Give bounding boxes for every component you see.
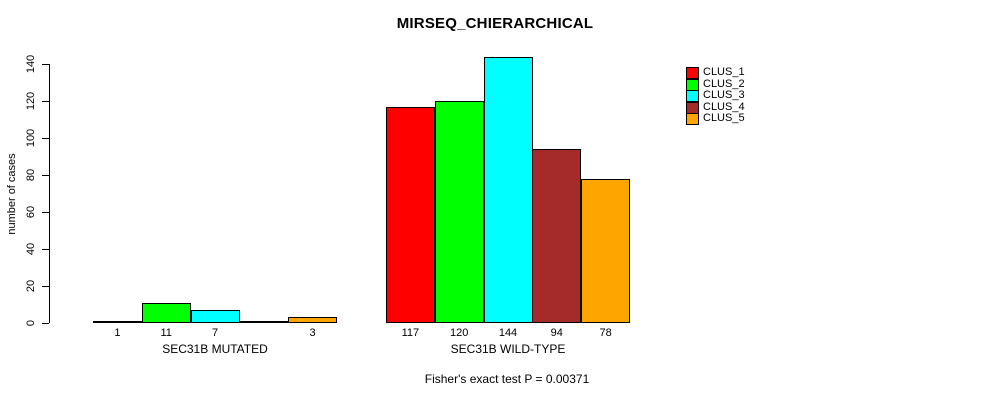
y-axis-tick — [42, 286, 49, 287]
legend-label-clus_5: CLUS_5 — [703, 112, 745, 125]
legend-label-clus_4: CLUS_4 — [703, 100, 745, 113]
y-axis-tick-label: 120 — [25, 91, 37, 111]
y-axis-tick-label: 80 — [25, 168, 37, 182]
bar-clus_1 — [93, 321, 142, 323]
bar-value-label: 11 — [160, 327, 172, 339]
legend-swatch-clus_1 — [686, 67, 699, 79]
bar-clus_4 — [239, 321, 288, 323]
legend-swatch-clus_4 — [686, 101, 699, 114]
bar-value-label: 117 — [401, 327, 420, 339]
y-axis-title: number of cases — [6, 152, 18, 235]
group-label: SEC31B WILD-TYPE — [450, 342, 566, 356]
bar-clus_4 — [532, 149, 581, 323]
legend-swatch-clus_2 — [686, 78, 699, 91]
bar-clus_2 — [435, 101, 484, 323]
bar-clus_5 — [581, 179, 630, 323]
y-axis-tick — [42, 64, 49, 65]
legend-label-clus_3: CLUS_3 — [703, 89, 745, 102]
group-label: SEC31B MUTATED — [162, 342, 268, 356]
bar-value-label: 120 — [450, 327, 469, 339]
bar-clus_2 — [142, 303, 191, 323]
bar-value-label: 7 — [211, 327, 219, 339]
bar-value-label: 1 — [114, 327, 121, 339]
legend-swatch-clus_3 — [686, 90, 699, 103]
bar-value-label: 94 — [550, 327, 563, 339]
y-axis-tick — [42, 175, 49, 176]
bar-clus_1 — [386, 107, 435, 323]
y-axis-tick-label: 100 — [25, 128, 37, 148]
chart-title: MIRSEQ_CHIERARCHICAL — [396, 15, 594, 32]
fisher-test-annotation: Fisher's exact test P = 0.00371 — [424, 372, 590, 386]
bar-clus_3 — [484, 57, 533, 323]
bar-value-label: 3 — [309, 327, 316, 339]
y-axis-tick-label: 40 — [25, 242, 37, 256]
y-axis-tick — [42, 101, 49, 102]
y-axis-tick — [42, 323, 49, 324]
legend-swatch-clus_5 — [686, 113, 699, 126]
bar-value-label: 78 — [599, 327, 612, 339]
y-axis-tick — [42, 138, 49, 139]
y-axis-tick — [42, 212, 49, 213]
legend-label-clus_2: CLUS_2 — [703, 77, 745, 90]
y-axis-tick-label: 60 — [25, 205, 37, 219]
y-axis-line — [49, 64, 50, 323]
bar-clus_5 — [288, 317, 337, 323]
y-axis-tick-label: 0 — [25, 319, 37, 327]
bar-clus_3 — [191, 310, 240, 323]
y-axis-tick-label: 140 — [25, 54, 37, 74]
y-axis-tick-label: 20 — [25, 279, 37, 293]
bar-value-label: 144 — [498, 327, 518, 339]
legend-label-clus_1: CLUS_1 — [703, 66, 745, 78]
y-axis-tick — [42, 249, 49, 250]
